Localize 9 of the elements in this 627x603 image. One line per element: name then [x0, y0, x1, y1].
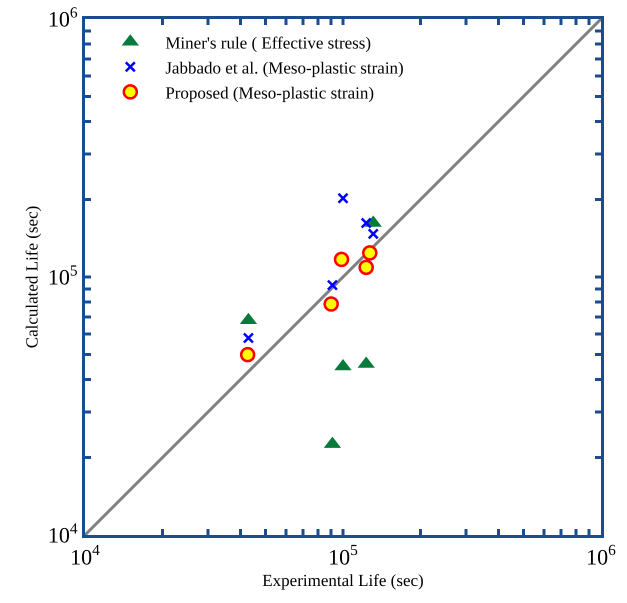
legend-label: Jabbado et al. (Meso-plastic strain) [165, 58, 404, 78]
y-tick-label: 10$^{6}$ [48, 4, 78, 32]
legend-label: Miner's rule ( Effective stress) [165, 33, 372, 52]
x-axis-title: Experimental Life (sec) [262, 570, 424, 590]
y-axis-title: Calculated Life (sec) [22, 206, 42, 348]
legend-label: Proposed (Meso-plastic strain) [165, 84, 374, 103]
x-tick-label: 10$^{6}$ [586, 542, 616, 570]
y-tick-label: 10$^{5}$ [48, 262, 78, 290]
x-tick-label: 10$^{5}$ [328, 542, 358, 570]
